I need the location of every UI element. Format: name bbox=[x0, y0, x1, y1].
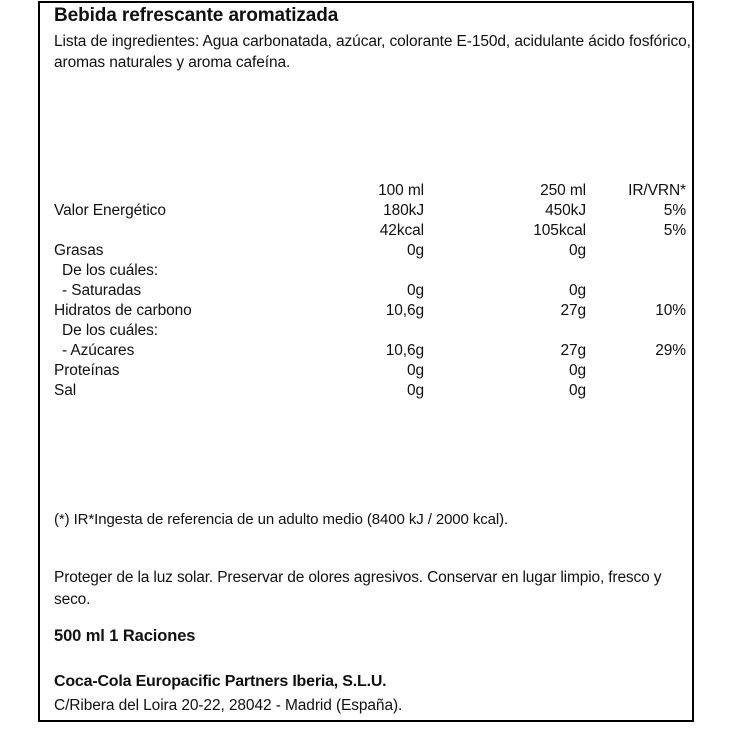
page-title: Bebida refrescante aromatizada bbox=[54, 5, 339, 26]
value-per-250ml: 27g bbox=[560, 342, 586, 359]
value-per-250ml: 105kcal bbox=[533, 222, 586, 239]
nutrient-name: De los cuáles: bbox=[62, 322, 158, 339]
storage-instructions: Proteger de la luz solar. Preservar de o… bbox=[54, 569, 662, 608]
column-header-per-250ml: 250 ml bbox=[540, 182, 586, 199]
value-per-250ml bbox=[466, 261, 608, 281]
value-per-100ml: 10,6g bbox=[385, 302, 424, 319]
table-row: Valor Energético 180kJ 450kJ 5% bbox=[54, 201, 686, 221]
table-header: 100 ml 250 ml IR/VRN* bbox=[54, 181, 686, 201]
value-ir-vrn: 5% bbox=[663, 222, 686, 239]
nutrient-name bbox=[54, 221, 284, 241]
manufacturer-address: C/Ribera del Loira 20-22, 28042 - Madrid… bbox=[54, 697, 403, 714]
nutrition-facts-table: 100 ml 250 ml IR/VRN* Valor Energético 18… bbox=[54, 181, 686, 401]
table-row: Hidratos de carbono 10,6g 27g 10% bbox=[54, 301, 686, 321]
value-per-100ml: 10,6g bbox=[385, 342, 424, 359]
column-header-per-100ml: 100 ml bbox=[378, 182, 424, 199]
table-row: De los cuáles: bbox=[54, 261, 686, 281]
value-ir-vrn bbox=[608, 361, 686, 381]
nutrient-name: Proteínas bbox=[54, 362, 120, 379]
table-header-row: 100 ml 250 ml IR/VRN* bbox=[54, 181, 686, 201]
nutrient-name: Hidratos de carbono bbox=[54, 302, 192, 319]
table-row: Proteínas 0g 0g bbox=[54, 361, 686, 381]
column-header-ir-vrn: IR/VRN* bbox=[628, 182, 686, 199]
value-per-250ml bbox=[466, 321, 608, 341]
nutrient-name: Sal bbox=[54, 382, 77, 399]
nutrient-name: Grasas bbox=[54, 242, 104, 259]
value-ir-vrn bbox=[608, 261, 686, 281]
value-per-100ml: 180kJ bbox=[383, 202, 424, 219]
value-per-100ml bbox=[284, 261, 466, 281]
manufacturer-name: Coca-Cola Europacific Partners Iberia, S… bbox=[54, 673, 387, 690]
value-per-250ml: 450kJ bbox=[545, 202, 586, 219]
value-per-100ml bbox=[284, 321, 466, 341]
reference-intake-note: (*) IR*Ingesta de referencia de un adult… bbox=[54, 511, 509, 528]
value-per-250ml: 27g bbox=[560, 302, 586, 319]
value-per-100ml: 0g bbox=[406, 362, 424, 379]
table-row: - Saturadas 0g 0g bbox=[54, 281, 686, 301]
table-row: 42kcal 105kcal 5% bbox=[54, 221, 686, 241]
table-row: De los cuáles: bbox=[54, 321, 686, 341]
table-body: Valor Energético 180kJ 450kJ 5% 42kcal 105kca… bbox=[54, 201, 686, 401]
value-per-250ml: 0g bbox=[568, 362, 586, 379]
table-row: - Azúcares 10,6g 27g 29% bbox=[54, 341, 686, 361]
value-ir-vrn: 5% bbox=[663, 202, 686, 219]
value-per-100ml: 0g bbox=[406, 382, 424, 399]
value-per-100ml: 42kcal bbox=[379, 222, 424, 239]
nutrient-name: De los cuáles: bbox=[62, 262, 158, 279]
value-per-100ml: 0g bbox=[406, 242, 424, 259]
value-ir-vrn: 29% bbox=[655, 342, 686, 359]
value-per-100ml: 0g bbox=[406, 282, 424, 299]
value-per-250ml: 0g bbox=[568, 382, 586, 399]
nutrient-name: Valor Energético bbox=[54, 202, 166, 219]
ingredients-list: Lista de ingredientes: Agua carbonatada,… bbox=[54, 33, 691, 71]
serving-size-info: 500 ml 1 Raciones bbox=[54, 627, 196, 645]
value-per-250ml: 0g bbox=[568, 242, 586, 259]
value-per-250ml: 0g bbox=[568, 282, 586, 299]
column-header-nutrient bbox=[54, 181, 284, 201]
table-row: Grasas 0g 0g bbox=[54, 241, 686, 261]
table-row: Sal 0g 0g bbox=[54, 381, 686, 401]
nutrient-name: - Azúcares bbox=[62, 342, 135, 359]
value-ir-vrn bbox=[608, 241, 686, 261]
value-ir-vrn: 10% bbox=[655, 302, 686, 319]
value-ir-vrn bbox=[608, 381, 686, 401]
nutrient-name: - Saturadas bbox=[62, 282, 142, 299]
value-ir-vrn bbox=[608, 281, 686, 301]
nutrition-label-panel: Bebida refrescante aromatizada Lista de … bbox=[38, 1, 694, 722]
value-ir-vrn bbox=[608, 321, 686, 341]
